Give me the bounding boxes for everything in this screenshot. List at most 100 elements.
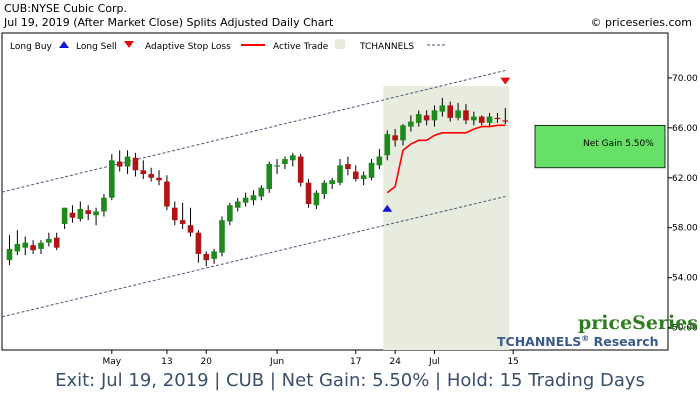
candle-body: [455, 110, 461, 118]
brand-logo: priceSeries: [578, 312, 698, 334]
price-chart: Net Gain 5.50% 50.00 54.00 58.00 62.00 66.00…: [1, 32, 698, 367]
candle-body: [195, 232, 202, 254]
candle-body: [290, 155, 296, 161]
candle-body: [234, 201, 241, 208]
candle-body: [22, 242, 29, 248]
candle-body: [171, 207, 178, 221]
candle-body: [431, 110, 438, 121]
candle-body: [463, 110, 469, 121]
candle-body: [140, 170, 147, 175]
y-tick-label: 54.00: [672, 274, 698, 284]
x-tick-label: 20: [201, 357, 213, 367]
candle-body: [179, 220, 186, 224]
legend-active-label: Active Trade: [273, 42, 329, 52]
candle-body: [61, 207, 68, 224]
candle-body: [368, 162, 375, 178]
candle-body: [478, 116, 485, 123]
brand-research-mark: ®: [581, 334, 589, 343]
candle-body: [242, 197, 249, 203]
plot-frame: [1, 32, 669, 351]
brand-research-suffix: Research: [589, 334, 658, 349]
x-tick-label: Jun: [269, 357, 284, 367]
candle-body: [384, 134, 391, 156]
candle-body: [124, 156, 131, 167]
gain-layer: Net Gain 5.50%: [534, 124, 666, 169]
candle-body: [337, 165, 343, 183]
candle-body: [14, 243, 21, 252]
brand-watermark: priceSeries TCHANNELS® Research: [497, 312, 698, 349]
tchannel-upper-line: [1, 69, 506, 193]
candle-body: [53, 237, 60, 248]
candle-body: [187, 225, 194, 233]
candle-body: [69, 212, 76, 218]
candle-body: [352, 171, 359, 180]
y-tick-label: 66.00: [672, 124, 698, 134]
chart-title: CUB:NYSE Cubic Corp.: [4, 2, 128, 15]
candle-body: [109, 160, 115, 198]
legend-tchannels-label: TCHANNELS: [359, 42, 414, 52]
candle-body: [392, 135, 398, 141]
candle-body: [282, 159, 288, 165]
y-tick-label: 58.00: [672, 224, 698, 234]
brand-research: TCHANNELS® Research: [497, 334, 659, 349]
stop-loss-layer: [382, 77, 511, 212]
candle-body: [6, 248, 13, 261]
legend-long-buy-label: Long Buy: [10, 42, 53, 52]
candle-body: [486, 116, 493, 123]
chart-subtitle: Jul 19, 2019 (After Market Close) Splits…: [4, 16, 334, 29]
candle-body: [116, 161, 123, 167]
x-tick-label: 15: [507, 357, 518, 367]
candle-body: [400, 125, 406, 141]
candle-body: [148, 174, 154, 178]
x-tick-label: 13: [161, 357, 172, 367]
long-buy-icon: [59, 41, 69, 48]
y-tick-label: 50.00: [672, 324, 698, 334]
candle-body: [305, 182, 312, 204]
candle-body: [345, 164, 351, 170]
candle-body: [447, 105, 454, 118]
candle-body: [274, 165, 280, 167]
candle-body: [38, 242, 44, 249]
active-trade-swatch: [335, 39, 345, 49]
candle-body: [211, 251, 217, 259]
candle-body: [77, 208, 84, 219]
candle-body: [156, 177, 162, 181]
candle-body: [93, 211, 99, 216]
candle-body: [329, 180, 335, 185]
legend: Long Buy Long Sell Adaptive Stop Loss Ac…: [10, 39, 447, 52]
legend-long-sell-label: Long Sell: [76, 42, 117, 52]
adaptive-stop-line: [386, 124, 506, 194]
long-buy-marker: [382, 204, 393, 212]
x-tick-label: 24: [389, 357, 401, 367]
candle-body: [439, 105, 446, 112]
long-sell-icon: [124, 41, 134, 48]
candle-body: [30, 245, 36, 251]
y-tick-label: 70.00: [672, 74, 698, 84]
long-sell-marker: [500, 77, 511, 85]
candle-body: [258, 187, 265, 197]
candle-body: [471, 116, 477, 121]
candle-body: [250, 195, 257, 201]
candle-body: [46, 238, 52, 243]
candle-body: [227, 205, 233, 222]
candle-body: [101, 197, 107, 212]
candle-body: [376, 156, 383, 166]
candles-layer: [6, 97, 509, 267]
gain-label: Net Gain 5.50%: [583, 139, 654, 149]
candle-body: [415, 114, 422, 123]
candle-body: [266, 164, 273, 190]
copyright-label: © priceseries.com: [590, 16, 692, 29]
candle-body: [423, 115, 430, 121]
candle-body: [219, 220, 225, 253]
candle-body: [321, 182, 328, 194]
candle-body: [297, 156, 304, 183]
y-tick-label: 62.00: [672, 174, 698, 184]
candle-body: [132, 157, 139, 171]
tchannels-layer: [1, 69, 506, 318]
tchannel-lower-line: [1, 196, 506, 318]
trade-summary-footer: Exit: Jul 19, 2019 | CUB | Net Gain: 5.5…: [55, 370, 645, 391]
x-tick-label: Jul: [428, 357, 440, 367]
candle-body: [494, 117, 501, 120]
x-tick-label: 17: [350, 357, 361, 367]
candle-body: [360, 175, 367, 180]
